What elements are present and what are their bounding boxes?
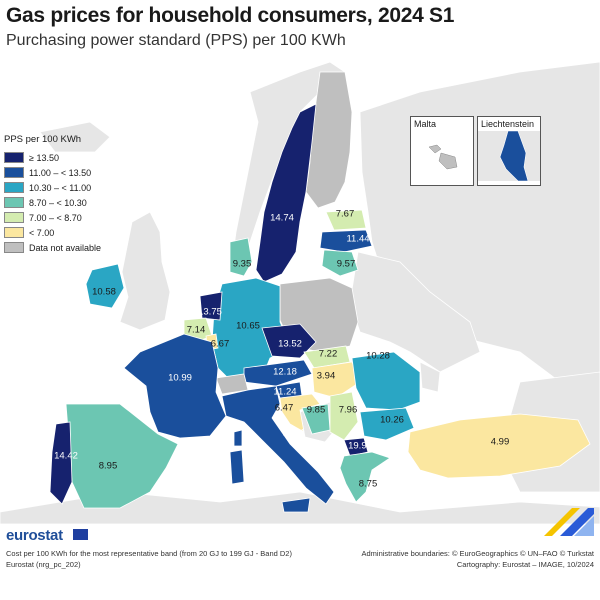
- malta-shape: [428, 144, 458, 170]
- country-turkey: [407, 413, 591, 479]
- country-north-macedonia: [343, 437, 369, 457]
- inset-malta-label: Malta: [414, 119, 437, 129]
- country-bulgaria: [359, 407, 415, 441]
- liechtenstein-shape: [478, 130, 540, 182]
- map-title: Gas prices for household consumers, 2024…: [6, 4, 455, 27]
- label-croatia: 6.47: [275, 403, 294, 414]
- label-austria: 12.18: [273, 367, 297, 378]
- inset-liechtenstein: Liechtenstein: [477, 116, 541, 186]
- label-slovakia: 7.22: [319, 349, 338, 360]
- legend-label: 7.00 – < 8.70: [29, 212, 82, 223]
- country-lithuania: [321, 249, 359, 277]
- legend-label: 11.00 – < 13.50: [29, 167, 92, 178]
- legend-label: ≥ 13.50: [29, 152, 59, 163]
- country-hungary: [311, 361, 361, 399]
- legend-label: < 7.00: [29, 227, 55, 238]
- label-france: 10.99: [168, 373, 192, 384]
- footer-note: Cost per 100 KWh for the most representa…: [6, 549, 292, 558]
- legend-row: 8.70 – < 10.30: [4, 195, 134, 210]
- legend-row: Data not available: [4, 240, 134, 255]
- label-denmark: 9.35: [233, 259, 252, 270]
- country-estonia: [325, 209, 367, 231]
- legend-swatch: [4, 182, 24, 193]
- label-italy: 11.81: [282, 428, 305, 439]
- legend-title: PPS per 100 KWh: [4, 134, 82, 145]
- label-netherlands: 13.75: [198, 307, 222, 318]
- legend-swatch: [4, 227, 24, 238]
- legend-swatch: [4, 212, 24, 223]
- label-estonia: 7.67: [336, 209, 355, 220]
- label-hungary: 3.94: [317, 371, 336, 382]
- label-lithuania: 9.57: [337, 259, 356, 270]
- label-turkey: 4.99: [491, 437, 510, 448]
- legend-row: 7.00 – < 8.70: [4, 210, 134, 225]
- footer-boundaries: Administrative boundaries: © EuroGeograp…: [361, 549, 594, 558]
- label-bosnia: 9.85: [307, 405, 326, 416]
- legend-row: 11.00 – < 13.50: [4, 165, 134, 180]
- eurostat-stripe-logo: [544, 508, 594, 536]
- country-serbia: [329, 391, 359, 441]
- label-north-macedonia: 19.96: [348, 441, 372, 452]
- legend-swatch: [4, 242, 24, 253]
- label-spain: 8.95: [99, 461, 118, 472]
- legend-row: < 7.00: [4, 225, 134, 240]
- legend-row: 10.30 – < 11.00: [4, 180, 134, 195]
- label-latvia: 11.44: [346, 234, 369, 245]
- legend-row: ≥ 13.50: [4, 150, 134, 165]
- label-germany: 10.65: [236, 321, 260, 332]
- label-sweden: 14.74: [270, 213, 294, 224]
- footer-source: Eurostat (nrg_pc_202): [6, 560, 81, 569]
- label-czechia: 13.52: [278, 339, 302, 350]
- label-slovenia: 11.24: [273, 387, 296, 398]
- country-portugal: [49, 421, 73, 505]
- label-romania: 10.28: [366, 351, 390, 362]
- inset-malta: Malta: [410, 116, 474, 186]
- inset-liechtenstein-label: Liechtenstein: [481, 119, 535, 129]
- legend-label: 10.30 – < 11.00: [29, 182, 92, 193]
- legend-label: 8.70 – < 10.30: [29, 197, 87, 208]
- country-france-corsica: [233, 429, 243, 447]
- label-ireland: 10.58: [92, 287, 116, 298]
- eurostat-logo: eurostat: [6, 527, 63, 544]
- country-latvia: [319, 229, 373, 253]
- label-bulgaria: 10.26: [380, 415, 404, 426]
- label-belgium: 7.14: [187, 325, 206, 336]
- label-greece: 8.75: [359, 479, 378, 490]
- country-greece: [339, 451, 391, 503]
- country-denmark: [229, 237, 253, 277]
- country-ireland: [85, 263, 125, 309]
- footer-cartography: Cartography: Eurostat – IMAGE, 10/2024: [456, 560, 594, 569]
- country-romania: [351, 351, 421, 411]
- legend-label: Data not available: [29, 242, 102, 253]
- label-serbia: 7.96: [339, 405, 358, 416]
- country-italy-sardinia: [229, 449, 245, 485]
- country-italy: [221, 385, 335, 505]
- label-luxembourg: 6.67: [211, 339, 230, 350]
- legend-swatch: [4, 167, 24, 178]
- country-croatia: [279, 393, 321, 433]
- eu-flag-icon: [73, 529, 88, 540]
- label-portugal: 14.42: [54, 451, 78, 462]
- country-netherlands: [199, 291, 223, 321]
- legend-swatch: [4, 152, 24, 163]
- value-labels: 14.74 7.67 11.44 9.57 9.35 10.58 13.75 7…: [54, 209, 509, 490]
- legend: PPS per 100 KWh ≥ 13.50 11.00 – < 13.50 …: [4, 134, 134, 255]
- legend-swatch: [4, 197, 24, 208]
- map-subtitle: Purchasing power standard (PPS) per 100 …: [6, 32, 346, 49]
- country-czechia: [261, 323, 317, 359]
- country-france: [123, 333, 227, 439]
- country-italy-sicily: [281, 497, 311, 513]
